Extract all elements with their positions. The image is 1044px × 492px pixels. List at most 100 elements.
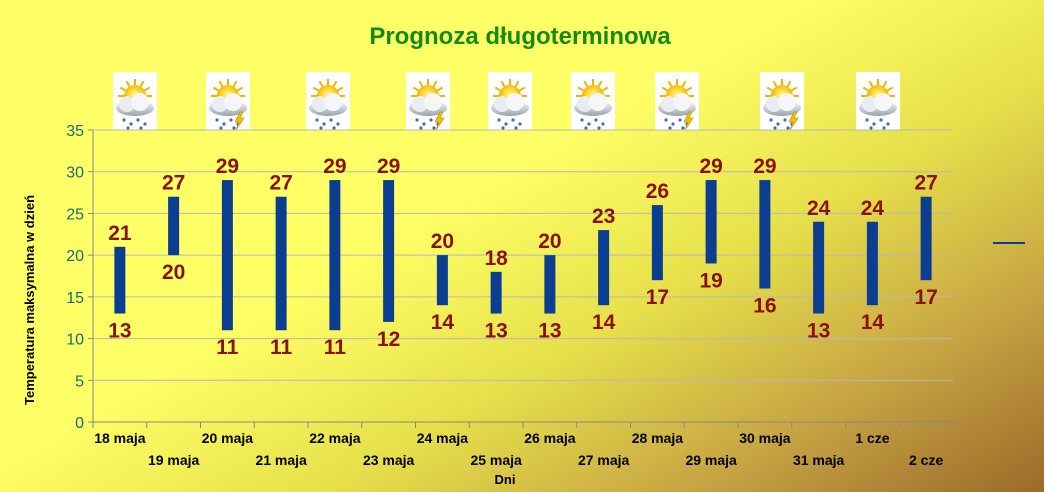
chart-title: Prognoza długoterminowa — [369, 23, 671, 50]
cloud-puff — [778, 93, 796, 111]
data-label-low: 14 — [431, 311, 455, 334]
rain-drop — [222, 122, 226, 126]
x-tick-label: 27 maja — [578, 452, 630, 468]
sun-ray — [125, 80, 131, 87]
data-label-low: 13 — [108, 320, 131, 343]
cloud-rain-sun-icon — [856, 72, 900, 130]
sun-ray — [583, 80, 589, 87]
sun-ray — [332, 80, 338, 87]
data-label-low: 16 — [753, 295, 776, 318]
rain-drop — [497, 118, 501, 122]
lightning-bolt — [434, 111, 445, 131]
sun-ray — [597, 80, 603, 87]
rain-drop — [143, 122, 147, 126]
cloud-rain-sun-icon — [488, 72, 532, 130]
sun-ray — [237, 86, 244, 92]
cloud-storm-sun-icon — [655, 72, 699, 131]
data-label-high: 29 — [753, 155, 776, 178]
rain-drop — [219, 126, 223, 130]
sun-ray — [772, 80, 778, 87]
cloud-rain-sun-icon — [571, 72, 615, 130]
lightning-bolt — [683, 111, 694, 131]
range-bar — [544, 255, 556, 314]
sun-ray — [500, 80, 506, 87]
rain-drop — [681, 126, 685, 130]
sun-ray — [681, 80, 687, 87]
data-label-high: 26 — [646, 180, 669, 203]
lightning-bolt — [234, 111, 245, 131]
sun-ray — [862, 86, 869, 92]
sun-ray — [661, 86, 668, 92]
data-label-high: 27 — [269, 172, 292, 195]
cloud-puff — [766, 96, 782, 112]
data-label-high: 27 — [914, 172, 937, 195]
sun-ray — [766, 86, 773, 92]
x-tick-label: 29 maja — [685, 452, 737, 468]
rain-drop — [315, 118, 319, 122]
rain-drop — [429, 118, 433, 122]
range-bar — [436, 255, 448, 306]
rain-drop — [126, 126, 130, 130]
sun-ray — [144, 86, 151, 92]
data-label-low: 13 — [807, 320, 830, 343]
rain-drop — [501, 126, 505, 130]
rain-drop — [415, 118, 419, 122]
rain-drop — [232, 126, 236, 130]
data-label-low: 17 — [646, 286, 669, 309]
cloud-puff — [324, 93, 342, 111]
range-bar — [705, 180, 717, 264]
rain-drop — [139, 126, 143, 130]
cloud-puff — [589, 93, 607, 111]
data-label-high: 29 — [699, 155, 722, 178]
sun-ray — [218, 80, 224, 87]
rain-drop — [865, 118, 869, 122]
data-label-high: 29 — [323, 155, 346, 178]
x-tick-label: 18 maja — [94, 430, 146, 446]
data-label-high: 21 — [108, 222, 132, 245]
data-labels: 21 13 27 20 29 11 27 11 29 11 29 12 20 14 18 13 20 13 23 14… — [108, 155, 938, 359]
rain-drop — [518, 122, 522, 126]
rain-drop — [671, 122, 675, 126]
rain-drop — [580, 118, 584, 122]
rain-drop — [597, 126, 601, 130]
sun-ray — [577, 86, 584, 92]
rain-drop — [769, 118, 773, 122]
x-tick-label: 1 cze — [855, 430, 889, 446]
rain-drop — [332, 126, 336, 130]
data-label-low: 12 — [377, 328, 400, 351]
cloud-storm-sun-icon — [760, 72, 804, 131]
rain-drop — [336, 122, 340, 126]
y-tick-label: 25 — [66, 206, 84, 223]
data-label-high: 29 — [216, 155, 239, 178]
sun-ray — [791, 86, 798, 92]
data-label-high: 18 — [484, 247, 508, 270]
cloud-puff — [119, 96, 135, 112]
rain-drop — [432, 126, 436, 130]
sun-ray — [514, 80, 520, 87]
cloud-puff — [494, 96, 510, 112]
x-tick-label: 2 cze — [909, 452, 943, 468]
rain-drop — [514, 126, 518, 130]
cloud-rain-sun-icon — [306, 72, 350, 130]
rain-drop — [129, 122, 133, 126]
sun-ray — [139, 80, 145, 87]
rain-drop — [136, 118, 140, 122]
x-tick-label: 23 maja — [363, 452, 415, 468]
x-tick-label: 20 maja — [202, 430, 254, 446]
y-tick-label: 5 — [75, 373, 84, 390]
cloud-puff — [874, 93, 892, 111]
y-tick-label: 15 — [66, 290, 84, 307]
rain-drop — [668, 126, 672, 130]
range-bar — [329, 180, 341, 331]
data-label-low: 11 — [324, 336, 347, 359]
cloud-storm-sun-icon — [406, 72, 450, 131]
cloud-puff — [312, 96, 328, 112]
sun-ray — [887, 86, 894, 92]
rain-drop — [594, 118, 598, 122]
cloud-puff — [412, 96, 428, 112]
range-bar — [168, 196, 180, 256]
rain-drop — [776, 122, 780, 126]
cloud-puff — [506, 93, 524, 111]
data-label-high: 20 — [538, 230, 561, 253]
